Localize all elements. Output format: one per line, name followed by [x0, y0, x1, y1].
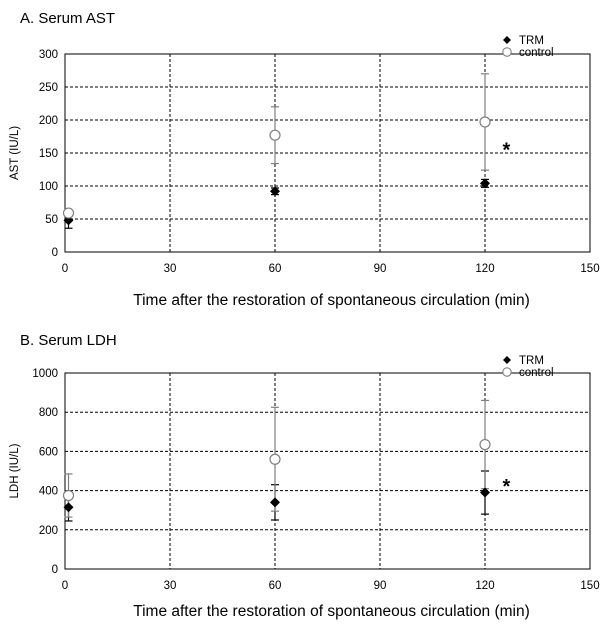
- x-tick-label: 150: [580, 263, 599, 275]
- chart-panel-0: A. Serum AST 0 50 100 150 200 250 300 0 30 60 90 120…: [9, 10, 600, 309]
- legend-marker-control: [502, 367, 512, 377]
- y-tick-label: 600: [39, 446, 58, 458]
- data-point-TRM: [270, 186, 280, 197]
- x-tick-label: 30: [164, 263, 177, 275]
- y-tick-label: 150: [39, 148, 58, 160]
- x-tick-label: 30: [164, 580, 177, 592]
- y-tick-label: 250: [39, 82, 58, 94]
- chart-title: B. Serum LDH: [20, 332, 117, 349]
- x-tick-label: 120: [475, 263, 494, 275]
- legend-marker-TRM: [503, 36, 511, 44]
- x-tick-label: 60: [269, 580, 282, 592]
- x-axis-label: Time after the restoration of spontaneou…: [133, 292, 530, 309]
- y-tick-label: 0: [52, 564, 58, 576]
- data-point-TRM: [480, 487, 490, 498]
- legend-marker-control: [502, 47, 512, 57]
- y-tick-label: 800: [39, 407, 58, 419]
- y-axis-label: AST (IU/L): [9, 126, 21, 180]
- x-axis-label: Time after the restoration of spontaneou…: [133, 603, 530, 620]
- data-point-control: [62, 207, 75, 219]
- y-tick-label: 400: [39, 486, 58, 498]
- data-point-control: [62, 489, 75, 502]
- y-tick-label: 50: [45, 214, 58, 226]
- y-tick-label: 200: [39, 525, 58, 537]
- plot-frame: [64, 372, 591, 570]
- legend-marker-TRM: [503, 356, 511, 364]
- legend-label-control: control: [519, 367, 554, 379]
- chart-title: A. Serum AST: [20, 10, 115, 27]
- significance-marker: *: [503, 139, 511, 161]
- x-tick-label: 90: [374, 580, 387, 592]
- data-point-control: [479, 116, 491, 128]
- y-tick-label: 0: [52, 247, 58, 259]
- data-point-control: [269, 129, 281, 141]
- legend-label-control: control: [519, 47, 554, 59]
- legend-label-TRM: TRM: [519, 355, 544, 367]
- chart-panel-1: B. Serum LDH 0 200 400 600 800 1000 0 30 60 90 120 1…: [9, 332, 600, 620]
- y-tick-label: 200: [39, 115, 58, 127]
- x-tick-label: 0: [62, 580, 68, 592]
- y-tick-label: 1000: [32, 368, 58, 380]
- data-point-TRM: [63, 502, 74, 513]
- data-point-TRM: [480, 178, 490, 189]
- x-tick-label: 120: [475, 580, 494, 592]
- data-point-TRM: [270, 497, 280, 508]
- x-tick-label: 0: [62, 263, 68, 275]
- y-tick-label: 100: [39, 181, 58, 193]
- x-tick-label: 60: [269, 263, 282, 275]
- data-point-control: [269, 453, 281, 465]
- data-point-control: [479, 438, 491, 451]
- y-tick-label: 300: [39, 49, 58, 61]
- legend-label-TRM: TRM: [519, 35, 544, 47]
- x-tick-label: 150: [580, 580, 599, 592]
- y-axis-label: LDH (IU/L): [9, 443, 21, 498]
- x-tick-label: 90: [374, 263, 387, 275]
- significance-marker: *: [503, 476, 511, 498]
